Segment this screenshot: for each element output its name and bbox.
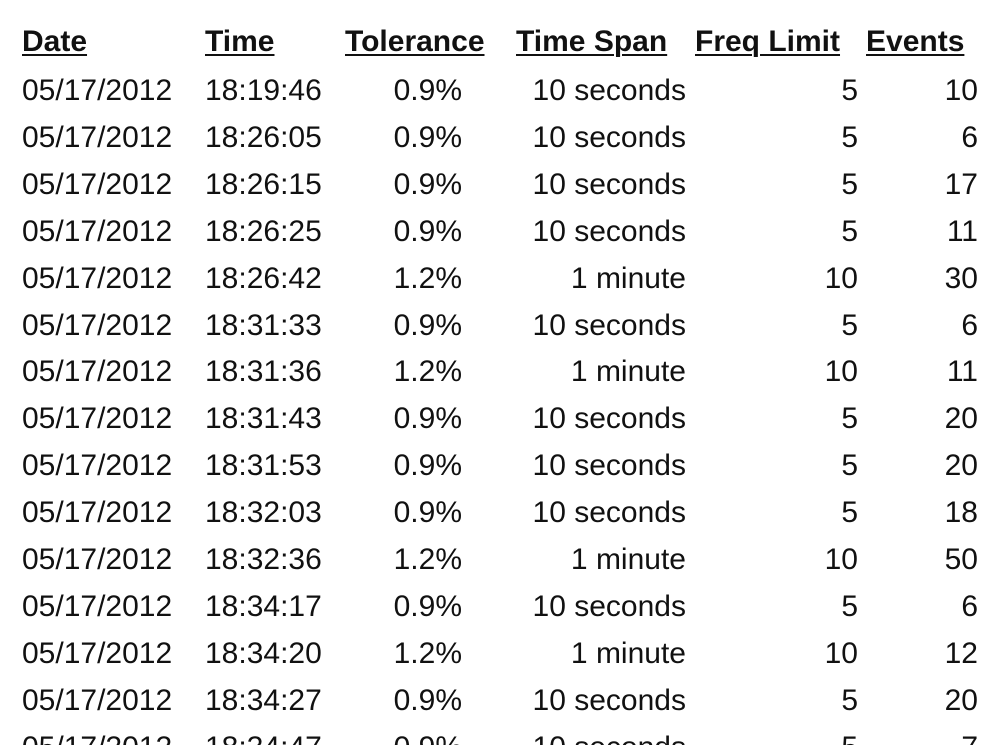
time-span-cell: 10 seconds xyxy=(532,74,686,107)
time-cell: 18:26:05 xyxy=(205,120,322,154)
date-cell: 05/17/2012 xyxy=(22,167,173,201)
date-cell: 05/17/2012 xyxy=(22,120,173,154)
time-cell: 18:26:42 xyxy=(205,261,322,295)
events-cell: 50 xyxy=(944,543,978,576)
freq-limit-cell: 5 xyxy=(841,167,858,201)
tolerance-cell: 0.9% xyxy=(393,120,462,154)
column-header: Date xyxy=(22,25,88,58)
freq-limit-cell: 5 xyxy=(841,308,858,342)
time-cell: 18:32:36 xyxy=(205,543,322,576)
column-header: Freq Limit xyxy=(695,25,841,58)
date-cell: 05/17/2012 xyxy=(22,214,173,248)
tolerance-cell: 1.2% xyxy=(393,261,462,295)
date-cell: 05/17/2012 xyxy=(22,308,173,342)
column-header: Events xyxy=(866,25,965,58)
date-cell: 05/17/2012 xyxy=(22,730,172,745)
time-span-cell: 10 seconds xyxy=(532,589,686,623)
freq-limit-cell: 5 xyxy=(841,496,858,530)
time-cell: 18:34:20 xyxy=(205,636,322,670)
freq-limit-cell: 5 xyxy=(841,730,858,745)
events-cell: 17 xyxy=(944,167,978,201)
freq-limit-cell: 5 xyxy=(841,214,858,248)
events-cell: 12 xyxy=(944,636,978,670)
date-cell: 05/17/2012 xyxy=(22,543,173,576)
tolerance-cell: 0.9% xyxy=(393,449,462,483)
time-cell: 18:34:47 xyxy=(205,730,322,745)
tolerance-cell: 0.9% xyxy=(393,402,462,436)
freq-limit-cell: 10 xyxy=(824,636,858,670)
events-cell: 18 xyxy=(944,496,978,530)
time-cell: 18:26:25 xyxy=(205,214,322,248)
date-cell: 05/17/2012 xyxy=(22,636,173,670)
column-header: Time xyxy=(205,25,275,58)
tolerance-cell: 1.2% xyxy=(393,543,462,576)
freq-limit-cell: 5 xyxy=(841,589,858,623)
time-span-cell: 1 minute xyxy=(570,636,686,670)
date-cell: 05/17/2012 xyxy=(22,449,173,483)
freq-limit-cell: 10 xyxy=(824,543,858,576)
freq-limit-cell: 5 xyxy=(841,120,858,154)
tolerance-cell: 1.2% xyxy=(393,355,462,389)
events-cell: 6 xyxy=(961,589,978,623)
time-span-cell: 10 seconds xyxy=(532,308,686,342)
events-cell: 11 xyxy=(946,214,978,248)
tolerance-cell: 0.9% xyxy=(393,308,462,342)
events-cell: 7 xyxy=(961,730,978,745)
freq-limit-cell: 5 xyxy=(841,683,858,717)
events-cell: 20 xyxy=(944,449,978,483)
date-cell: 05/17/2012 xyxy=(22,74,173,107)
tolerance-cell: 0.9% xyxy=(393,74,462,107)
date-cell: 05/17/2012 xyxy=(22,261,173,295)
date-cell: 05/17/2012 xyxy=(22,496,173,530)
date-cell: 05/17/2012 xyxy=(22,589,173,623)
events-cell: 11 xyxy=(946,355,978,389)
tolerance-cell: 0.9% xyxy=(393,683,462,717)
column-header: Tolerance xyxy=(345,25,485,58)
events-cell: 30 xyxy=(944,261,978,295)
date-cell: 05/17/2012 xyxy=(22,402,173,436)
tolerance-cell: 1.2% xyxy=(393,636,462,670)
time-cell: 18:31:53 xyxy=(205,449,322,483)
freq-limit-cell: 5 xyxy=(841,402,858,436)
events-cell: 6 xyxy=(961,308,978,342)
events-cell: 20 xyxy=(944,402,978,436)
freq-limit-cell: 10 xyxy=(824,355,858,389)
time-span-cell: 1 minute xyxy=(570,543,686,576)
time-cell: 18:31:36 xyxy=(205,355,322,389)
tolerance-cell: 0.9% xyxy=(393,214,462,248)
time-span-cell: 1 minute xyxy=(570,355,686,389)
time-span-cell: 10 seconds xyxy=(532,167,686,201)
time-span-cell: 10 seconds xyxy=(532,496,686,530)
freq-limit-cell: 10 xyxy=(824,261,858,295)
freq-limit-cell: 5 xyxy=(841,74,858,107)
time-cell: 18:19:46 xyxy=(205,74,322,107)
date-cell: 05/17/2012 xyxy=(22,683,173,717)
freq-limit-cell: 5 xyxy=(841,449,858,483)
time-cell: 18:26:15 xyxy=(205,167,322,201)
time-cell: 18:31:33 xyxy=(205,308,322,342)
time-cell: 18:32:03 xyxy=(205,496,322,530)
tolerance-cell: 0.9% xyxy=(393,167,462,201)
time-span-cell: 10 seconds xyxy=(532,120,686,154)
time-span-cell: 10 seconds xyxy=(533,730,686,745)
time-span-cell: 10 seconds xyxy=(532,449,686,483)
tolerance-cell: 0.9% xyxy=(393,496,462,530)
time-cell: 18:31:43 xyxy=(205,402,322,436)
time-span-cell: 10 seconds xyxy=(532,214,686,248)
time-cell: 18:34:27 xyxy=(205,683,322,717)
events-cell: 20 xyxy=(944,683,978,717)
time-cell: 18:34:17 xyxy=(205,589,322,623)
time-span-cell: 10 seconds xyxy=(532,402,686,436)
date-cell: 05/17/2012 xyxy=(22,355,173,389)
time-span-cell: 1 minute xyxy=(570,261,686,295)
tolerance-cell: 0.9% xyxy=(393,589,462,623)
tolerance-cell: 0.9% xyxy=(394,730,462,745)
column-header: Time Span xyxy=(516,25,668,58)
events-cell: 10 xyxy=(944,74,978,107)
time-span-cell: 10 seconds xyxy=(532,683,686,717)
events-cell: 6 xyxy=(961,120,978,154)
